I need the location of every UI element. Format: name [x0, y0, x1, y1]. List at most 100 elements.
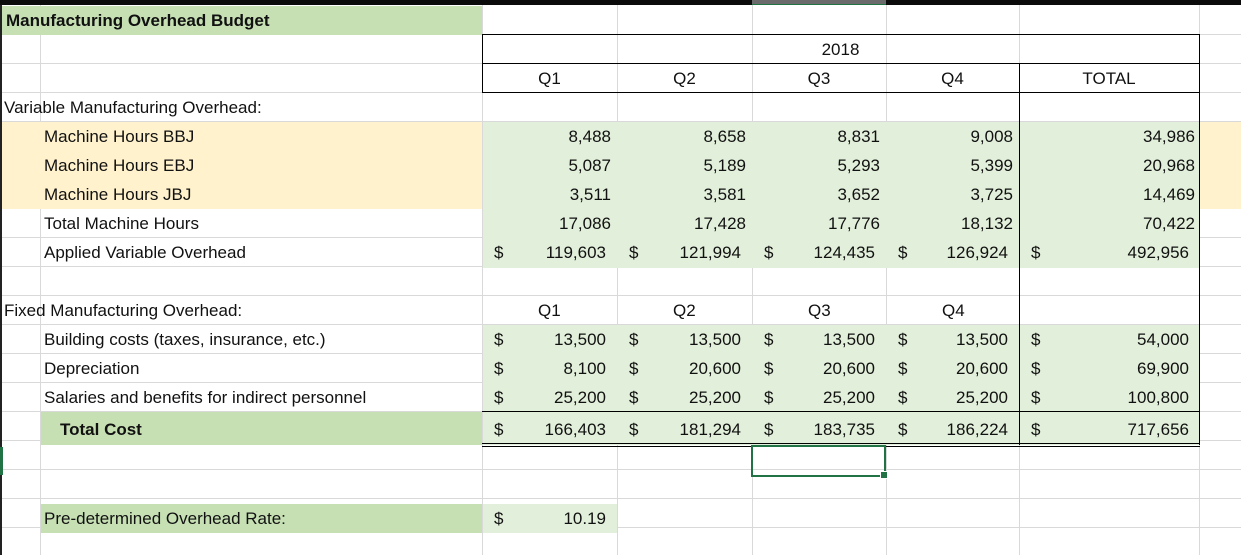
row-label-building-costs[interactable]: Building costs (taxes, insurance, etc.)	[44, 330, 326, 349]
bldg-q3[interactable]: $13,500	[752, 325, 886, 354]
selected-row-indicator	[0, 447, 3, 475]
tc-q2[interactable]: $181,294	[617, 415, 752, 444]
tmh-q1[interactable]: 17,086	[559, 214, 611, 233]
dollar-sign: $	[629, 330, 639, 349]
variable-data-fill	[483, 122, 1199, 268]
tc-q1[interactable]: $166,403	[482, 415, 617, 444]
bldg-q2-value: 13,500	[689, 330, 741, 349]
fixed-section-label[interactable]: Fixed Manufacturing Overhead:	[4, 301, 243, 320]
total-cost-top-border	[482, 411, 1200, 412]
dollar-sign: $	[494, 388, 504, 407]
row-label-jbj[interactable]: Machine Hours JBJ	[44, 185, 192, 204]
bbj-q1[interactable]: 8,488	[568, 127, 611, 146]
row-label-ebj[interactable]: Machine Hours EBJ	[44, 156, 195, 175]
dep-q2-value: 20,600	[689, 359, 741, 378]
dollar-sign: $	[1031, 243, 1041, 262]
tc-q3[interactable]: $183,735	[752, 415, 886, 444]
ebj-q3[interactable]: 5,293	[837, 156, 880, 175]
year-header[interactable]: 2018	[821, 40, 860, 59]
sheet-title[interactable]: Manufacturing Overhead Budget	[2, 6, 482, 35]
sal-total-value: 100,800	[1127, 388, 1189, 407]
bldg-total[interactable]: $54,000	[1019, 325, 1199, 354]
fixed-data-fill	[483, 325, 1199, 445]
fixed-header-q4[interactable]: Q4	[942, 301, 965, 320]
dep-q3-value: 20,600	[823, 359, 875, 378]
rate-label[interactable]: Pre-determined Overhead Rate:	[44, 509, 286, 528]
dollar-sign: $	[898, 330, 908, 349]
sheet-left-edge	[0, 5, 2, 555]
header-q3[interactable]: Q3	[807, 69, 831, 88]
row-label-total-machine-hours[interactable]: Total Machine Hours	[44, 214, 199, 233]
fixed-header-q1[interactable]: Q1	[538, 301, 561, 320]
jbj-q4[interactable]: 3,725	[970, 185, 1013, 204]
dep-q2[interactable]: $20,600	[617, 354, 752, 383]
dollar-sign: $	[764, 359, 774, 378]
sal-q3[interactable]: $25,200	[752, 383, 886, 412]
tmh-total[interactable]: 70,422	[1143, 214, 1195, 233]
dep-total[interactable]: $69,900	[1019, 354, 1199, 383]
dep-q3[interactable]: $20,600	[752, 354, 886, 383]
row-label-applied-variable-overhead[interactable]: Applied Variable Overhead	[44, 243, 246, 262]
tc-q4[interactable]: $186,224	[886, 415, 1019, 444]
sal-q4[interactable]: $25,200	[886, 383, 1019, 412]
variable-section-label[interactable]: Variable Manufacturing Overhead:	[4, 98, 262, 117]
row-label-bbj[interactable]: Machine Hours BBJ	[44, 127, 195, 146]
bbj-q4[interactable]: 9,008	[970, 127, 1013, 146]
row-label-salaries[interactable]: Salaries and benefits for indirect perso…	[44, 388, 367, 407]
rate-value[interactable]: $10.19	[482, 504, 617, 533]
ebj-q4[interactable]: 5,399	[970, 156, 1013, 175]
tc-total[interactable]: $717,656	[1019, 415, 1199, 444]
avo-total[interactable]: $492,956	[1019, 238, 1199, 267]
tmh-q2[interactable]: 17,428	[694, 214, 746, 233]
bbj-q3[interactable]: 8,831	[837, 127, 880, 146]
fixed-header-q3[interactable]: Q3	[808, 301, 831, 320]
tmh-q3[interactable]: 17,776	[828, 214, 880, 233]
header-q2[interactable]: Q2	[673, 69, 696, 88]
bldg-q2[interactable]: $13,500	[617, 325, 752, 354]
dollar-sign: $	[629, 420, 639, 439]
rate-value-fill	[483, 504, 617, 533]
sal-q1[interactable]: $25,200	[482, 383, 617, 412]
jbj-total[interactable]: 14,469	[1143, 185, 1195, 204]
ebj-total[interactable]: 20,968	[1143, 156, 1195, 175]
dep-q4[interactable]: $20,600	[886, 354, 1019, 383]
row-label-total-cost[interactable]: Total Cost	[60, 420, 142, 439]
selected-cell[interactable]	[751, 445, 888, 479]
dollar-sign: $	[764, 420, 774, 439]
header-q4[interactable]: Q4	[941, 69, 964, 88]
bbj-q2[interactable]: 8,658	[703, 127, 746, 146]
rate-label-fill	[41, 504, 482, 533]
avo-q2[interactable]: $121,994	[617, 238, 752, 267]
fill-handle[interactable]	[880, 471, 888, 479]
total-cost-label-fill	[41, 412, 482, 445]
dep-q1[interactable]: $8,100	[482, 354, 617, 383]
avo-q1[interactable]: $119,603	[482, 238, 617, 267]
bldg-q4-value: 13,500	[956, 330, 1008, 349]
ebj-q2[interactable]: 5,189	[703, 156, 746, 175]
tmh-q4[interactable]: 18,132	[961, 214, 1013, 233]
avo-q3[interactable]: $124,435	[752, 238, 886, 267]
jbj-q3[interactable]: 3,652	[837, 185, 880, 204]
dep-total-value: 69,900	[1137, 359, 1189, 378]
jbj-q1[interactable]: 3,511	[569, 185, 611, 204]
dep-q1-value: 8,100	[563, 359, 606, 378]
sal-q2[interactable]: $25,200	[617, 383, 752, 412]
header-total[interactable]: TOTAL	[1082, 69, 1136, 88]
ebj-q1[interactable]: 5,087	[568, 156, 611, 175]
bbj-total[interactable]: 34,986	[1143, 127, 1195, 146]
header-q1[interactable]: Q1	[538, 69, 561, 88]
avo-q4[interactable]: $126,924	[886, 238, 1019, 267]
bldg-q1[interactable]: $13,500	[482, 325, 617, 354]
highlight-band-left	[2, 122, 482, 209]
dollar-sign: $	[1031, 330, 1041, 349]
sal-total[interactable]: $100,800	[1019, 383, 1199, 412]
row-label-depreciation[interactable]: Depreciation	[44, 359, 140, 378]
dep-q4-value: 20,600	[956, 359, 1008, 378]
selected-column-header[interactable]	[752, 0, 886, 5]
bldg-q4[interactable]: $13,500	[886, 325, 1019, 354]
jbj-q2[interactable]: 3,581	[703, 185, 746, 204]
fixed-header-q2[interactable]: Q2	[673, 301, 696, 320]
tc-q1-value: 166,403	[544, 420, 606, 439]
bldg-q1-value: 13,500	[554, 330, 606, 349]
dollar-sign: $	[629, 359, 639, 378]
